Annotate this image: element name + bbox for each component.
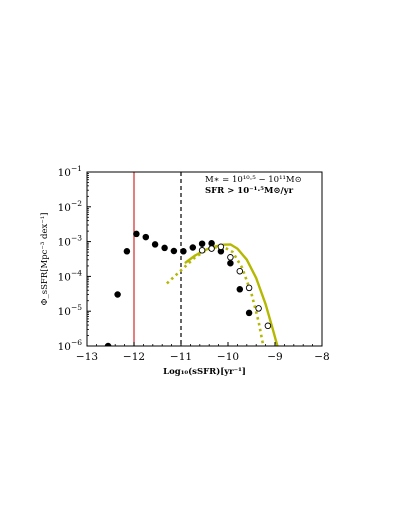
open-point-5 bbox=[245, 284, 253, 292]
y-tick-label: 10−5 bbox=[58, 303, 83, 318]
x-axis-label: Log₁₀(sSFR)[yr⁻¹] bbox=[163, 366, 246, 377]
filled-point-0 bbox=[104, 342, 112, 346]
filled-point-2 bbox=[123, 248, 131, 255]
open-point-2 bbox=[217, 243, 225, 251]
x-tick-label: −9 bbox=[267, 351, 282, 363]
filled-point-4 bbox=[142, 233, 150, 241]
filled-point-14 bbox=[236, 286, 244, 293]
x-tick-label: −8 bbox=[314, 351, 329, 363]
filled-point-3 bbox=[133, 230, 140, 238]
filled-point-9 bbox=[189, 244, 197, 251]
annotation-0: M∗ = 10¹⁰·⁵ − 10¹¹M⊙ bbox=[205, 175, 302, 185]
filled-point-11 bbox=[208, 240, 215, 247]
annotations: M∗ = 10¹⁰·⁵ − 10¹¹M⊙SFR > 10⁻¹·⁵M⊙/yr bbox=[205, 175, 302, 196]
open-point-7 bbox=[264, 322, 272, 330]
open-point-1 bbox=[208, 245, 215, 252]
open-point-4 bbox=[236, 267, 244, 275]
y-tick-label: 10−4 bbox=[58, 268, 83, 283]
y-tick-label: 10−2 bbox=[58, 199, 83, 214]
filled-point-8 bbox=[180, 248, 187, 255]
annotation-1: SFR > 10⁻¹·⁵M⊙/yr bbox=[205, 186, 294, 196]
open-point-0 bbox=[198, 247, 206, 254]
chart-marks bbox=[104, 172, 279, 346]
y-tick-label: 10−1 bbox=[58, 164, 82, 179]
y-tick-label: 10−3 bbox=[58, 234, 83, 249]
filled-point-13 bbox=[227, 259, 234, 267]
filled-point-7 bbox=[170, 247, 178, 255]
filled-point-10 bbox=[198, 240, 206, 247]
plot-content bbox=[104, 172, 279, 346]
x-tick-label: −13 bbox=[76, 351, 98, 363]
plot-frame bbox=[86, 171, 323, 347]
filled-point-6 bbox=[161, 244, 168, 252]
axis-ticks: −13 −12 −11 −10 −9 −8 10−6 10−5 10−4 10−3 10−2 10−1 bbox=[58, 164, 330, 363]
x-tick-label: −11 bbox=[170, 351, 192, 363]
y-axis-label: Φ_sSFR[Mpc⁻³ dex⁻¹] bbox=[40, 213, 50, 306]
open-point-3 bbox=[227, 254, 234, 261]
filled-point-5 bbox=[151, 241, 159, 248]
x-tick-label: −10 bbox=[217, 351, 239, 363]
y-tick-label: 10−6 bbox=[58, 338, 83, 353]
filled-point-1 bbox=[114, 291, 121, 298]
open-point-6 bbox=[255, 305, 262, 312]
filled-point-15 bbox=[245, 309, 253, 317]
x-tick-label: −12 bbox=[123, 351, 145, 363]
